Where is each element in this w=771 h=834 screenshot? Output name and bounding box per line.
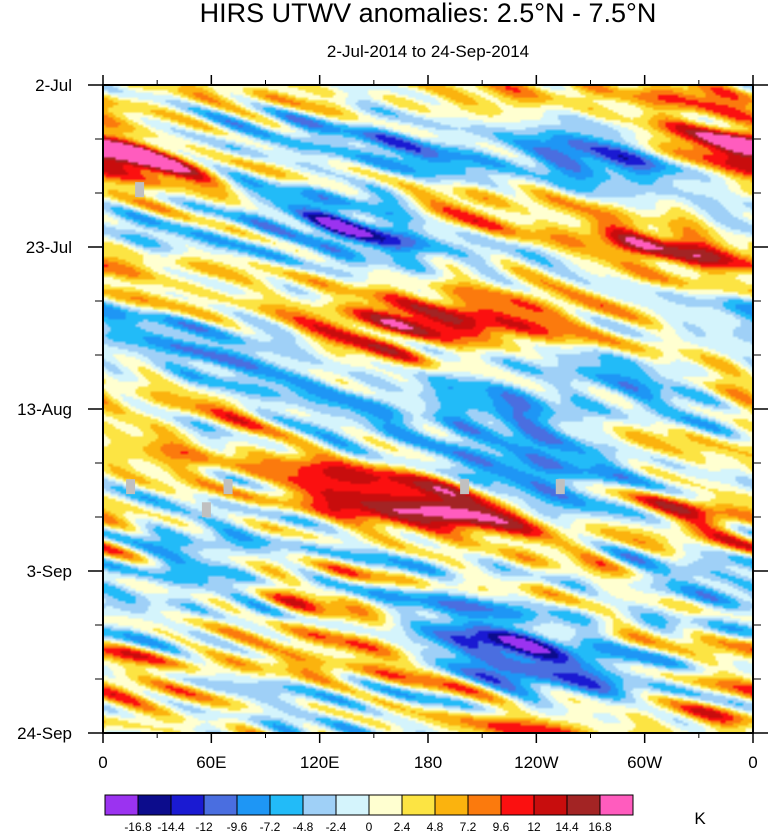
y-tick-label: 13-Aug — [17, 400, 72, 419]
chart-title: HIRS UTWV anomalies: 2.5°N - 7.5°N — [200, 0, 657, 28]
colorbar-label: 4.8 — [427, 820, 444, 834]
colorbar-swatch — [566, 794, 601, 816]
colorbar-label: -9.6 — [227, 820, 248, 834]
missing-data-marker — [201, 502, 211, 518]
colorbar-swatch — [467, 794, 502, 816]
missing-data-marker — [223, 479, 233, 495]
x-tick-label: 60E — [196, 753, 226, 772]
colorbar-swatch — [236, 794, 271, 816]
colorbar-swatch — [401, 794, 436, 816]
x-tick-label: 120E — [300, 753, 340, 772]
colorbar-label: 0 — [366, 820, 373, 834]
colorbar-swatch — [302, 794, 337, 816]
x-tick-label: 0 — [98, 753, 107, 772]
colorbar-label: -12 — [195, 820, 213, 834]
colorbar-label: 12 — [527, 820, 541, 834]
colorbar-units: K — [694, 809, 706, 828]
colorbar-swatch — [368, 794, 403, 816]
colorbar-label: -4.8 — [293, 820, 314, 834]
plot-area — [103, 85, 753, 733]
colorbar: -16.8 -14.4 -12 -9.6 -7.2 -4.8 -2.4 0 2.4 4.8 7.2 9… — [104, 794, 634, 834]
colorbar-label: -2.4 — [326, 820, 347, 834]
colorbar-swatch — [269, 794, 304, 816]
colorbar-label: 14.4 — [555, 820, 579, 834]
missing-data-marker — [460, 479, 470, 495]
y-tick-label: 24-Sep — [17, 724, 72, 743]
colorbar-label: 9.6 — [493, 820, 510, 834]
colorbar-swatch — [137, 794, 172, 816]
y-tick-label: 23-Jul — [26, 238, 72, 257]
missing-data-marker — [135, 182, 145, 198]
y-tick-label: 3-Sep — [27, 562, 72, 581]
colorbar-swatch — [434, 794, 469, 816]
colorbar-swatch — [203, 794, 238, 816]
colorbar-swatch — [104, 794, 139, 816]
colorbar-swatch — [335, 794, 370, 816]
colorbar-label: 2.4 — [394, 820, 411, 834]
y-axis: 2-Jul 23-Jul 13-Aug 3-Sep 24-Sep — [17, 76, 768, 743]
colorbar-swatch — [599, 794, 634, 816]
colorbar-swatch — [170, 794, 205, 816]
x-tick-label: 0 — [748, 753, 757, 772]
x-tick-label: 60W — [627, 753, 662, 772]
x-tick-label: 120W — [514, 753, 558, 772]
missing-data-layer — [126, 182, 565, 518]
colorbar-label: 7.2 — [460, 820, 477, 834]
x-tick-label: 180 — [414, 753, 442, 772]
missing-data-marker — [555, 479, 565, 495]
chart-subtitle: 2-Jul-2014 to 24-Sep-2014 — [327, 42, 529, 61]
anomaly-field — [103, 85, 753, 733]
colorbar-label: -14.4 — [157, 820, 185, 834]
colorbar-label: -7.2 — [260, 820, 281, 834]
colorbar-swatch — [533, 794, 568, 816]
colorbar-swatch — [500, 794, 535, 816]
missing-data-marker — [126, 479, 136, 495]
x-axis: 0 60E 120E 180 120W 60W 0 — [98, 75, 758, 772]
y-tick-label: 2-Jul — [35, 76, 72, 95]
colorbar-label: 16.8 — [588, 820, 612, 834]
colorbar-label: -16.8 — [124, 820, 152, 834]
